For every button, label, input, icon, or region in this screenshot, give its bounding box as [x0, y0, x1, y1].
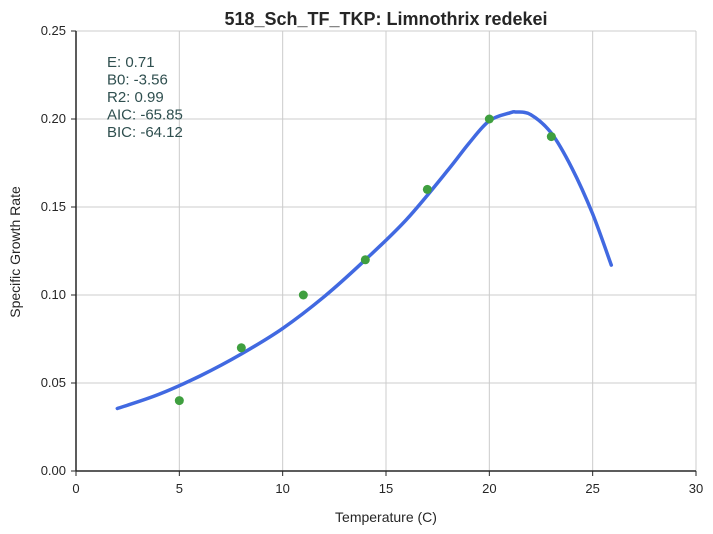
y-tick-label: 0.15: [41, 199, 66, 214]
data-point: [360, 255, 370, 265]
fit-stat-line: E: 0.71: [107, 54, 155, 71]
data-point: [174, 396, 184, 406]
y-tick-label: 0.10: [41, 287, 66, 302]
data-point: [422, 184, 432, 194]
x-tick-label: 20: [482, 481, 496, 496]
y-tick-label: 0.00: [41, 463, 66, 478]
fit-stat-line: AIC: -65.85: [107, 107, 183, 124]
y-tick-label: 0.05: [41, 375, 66, 390]
data-point: [236, 343, 246, 353]
fit-stat-line: BIC: -64.12: [107, 124, 183, 141]
x-tick-label: 30: [689, 481, 703, 496]
fit-stat-line: B0: -3.56: [107, 72, 168, 89]
data-point: [298, 290, 308, 300]
x-axis-label: Temperature (C): [335, 509, 437, 525]
x-tick-label: 10: [275, 481, 289, 496]
y-tick-label: 0.25: [41, 23, 66, 38]
y-tick-label: 0.20: [41, 111, 66, 126]
data-points: [174, 114, 556, 406]
x-tick-label: 15: [379, 481, 393, 496]
data-point: [484, 114, 494, 124]
grid-lines: [75, 30, 697, 472]
data-point: [546, 132, 556, 142]
x-tick-label: 5: [176, 481, 183, 496]
x-tick-label: 0: [72, 481, 79, 496]
y-axis-label: Specific Growth Rate: [7, 186, 23, 318]
ticks: 0 5 10 15 20 25 30 0.00 0.05 0.10 0.15 0.20 0.25: [41, 23, 704, 496]
chart-title: 518_Sch_TF_TKP: Limnothrix redekei: [224, 9, 547, 29]
x-tick-label: 25: [585, 481, 599, 496]
fit-stat-line: R2: 0.99: [107, 89, 164, 106]
